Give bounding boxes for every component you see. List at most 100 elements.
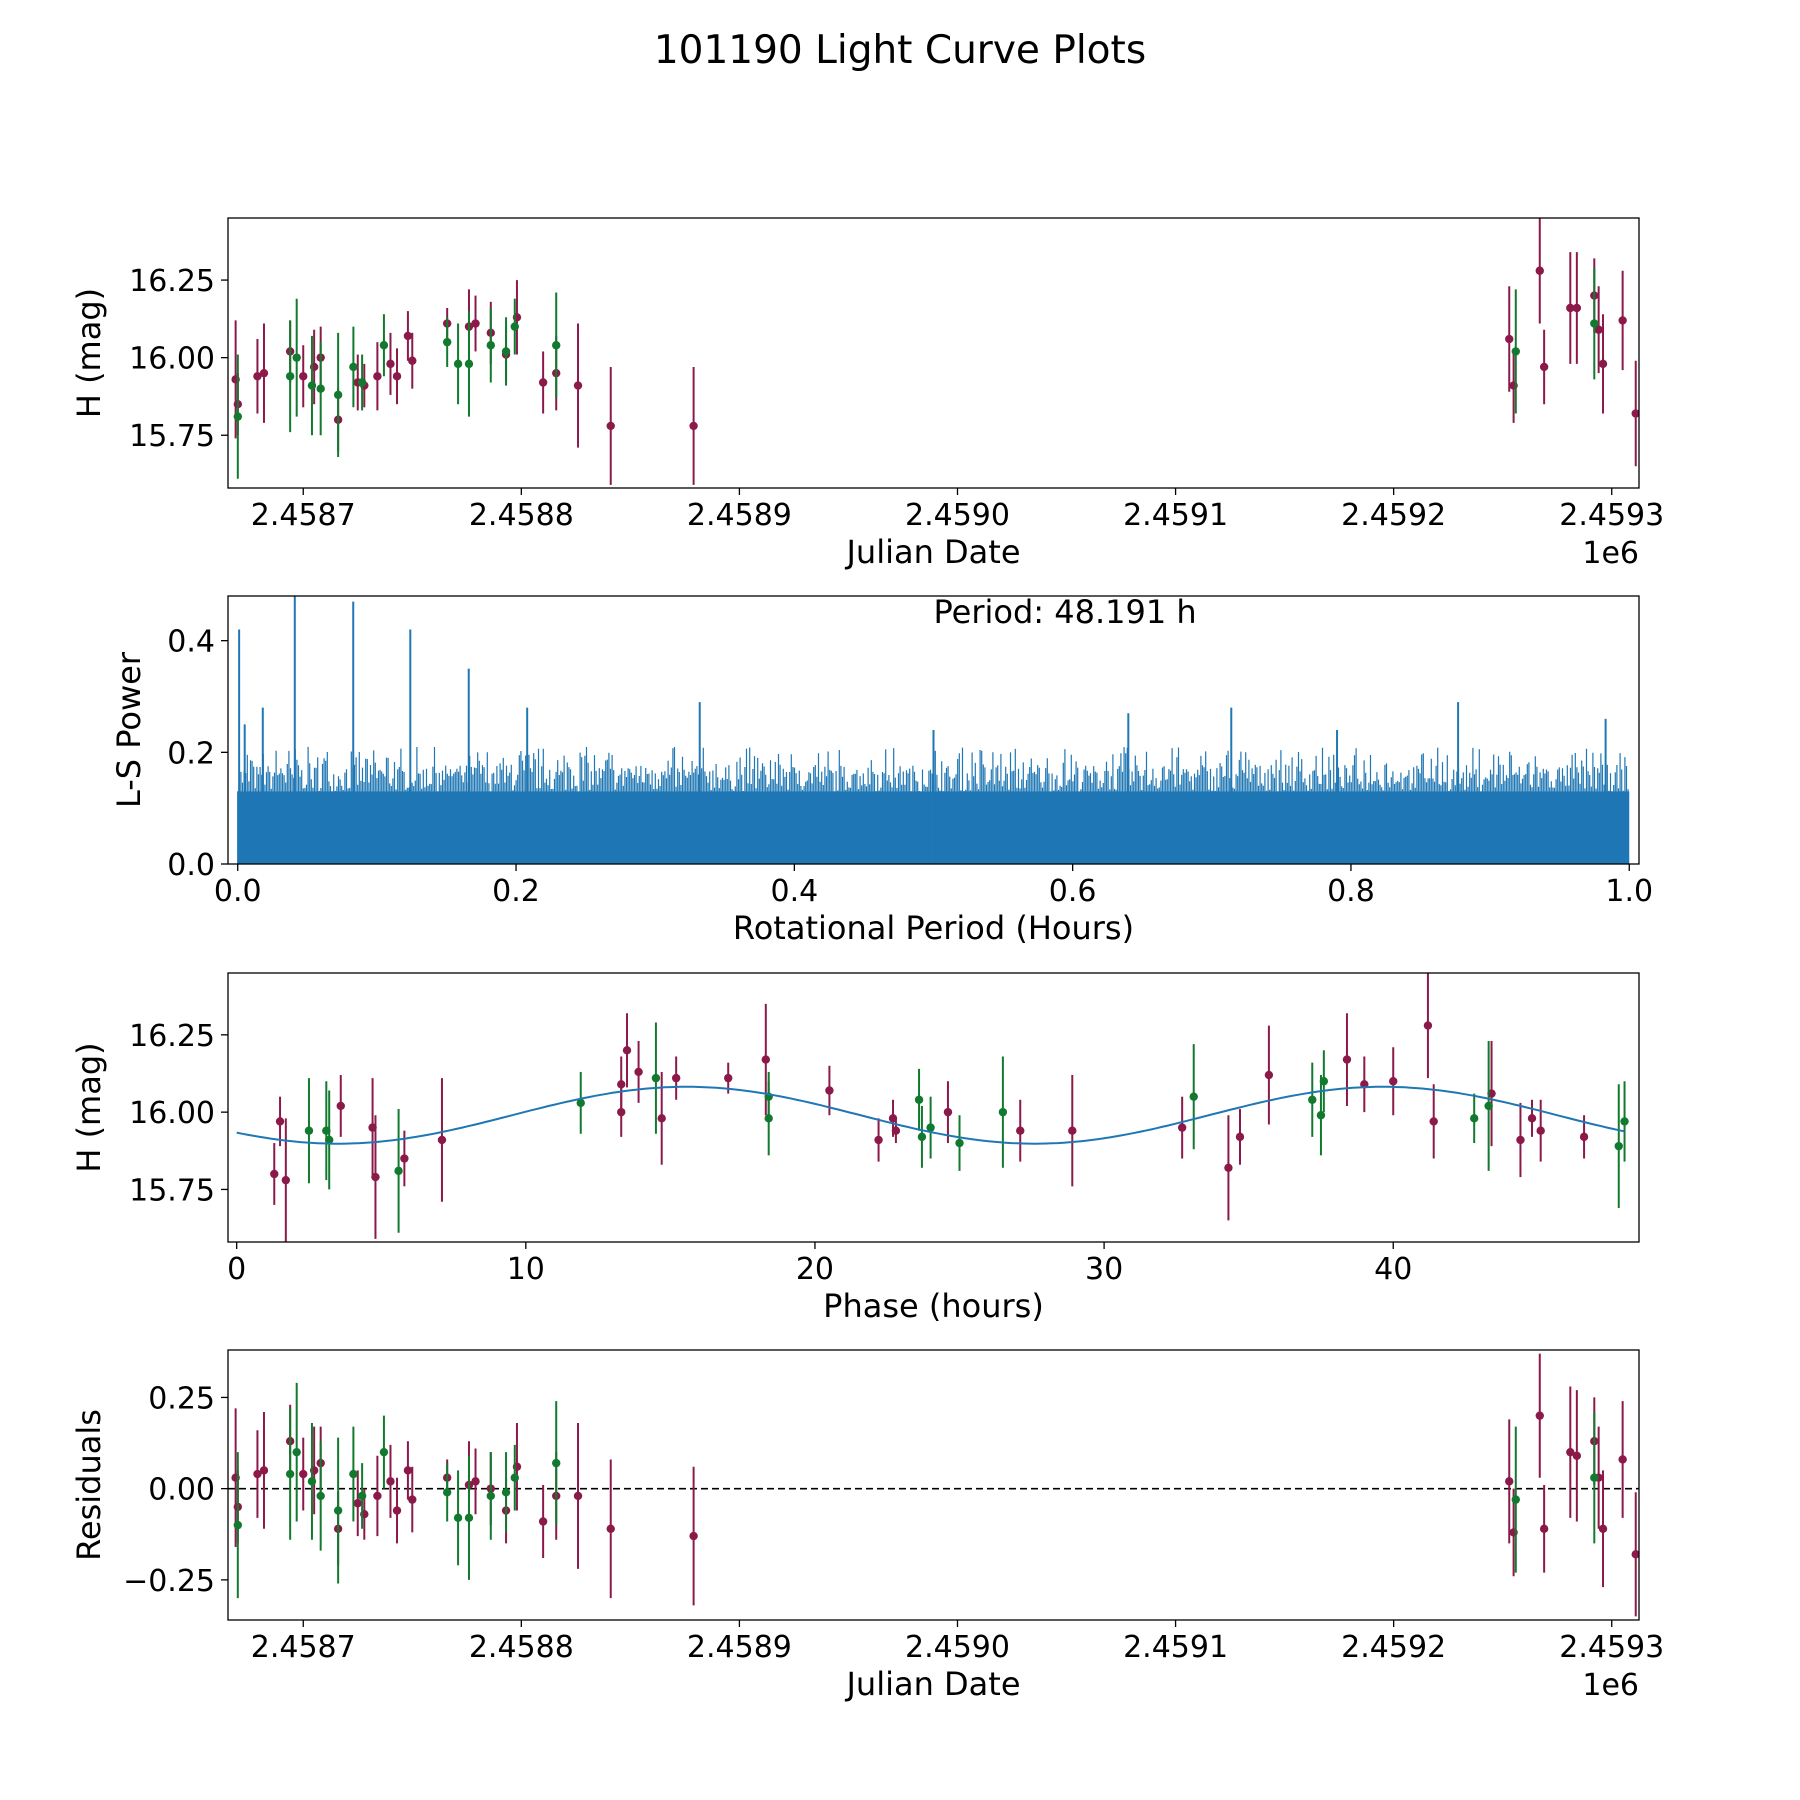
data-point xyxy=(307,381,317,390)
data-point xyxy=(1389,1077,1398,1086)
x-tick-label: 2.4589 xyxy=(687,1630,792,1665)
light-curve-panel: 2.4587 2.4588 2.4589 2.4590 2.4591 2.4592 2.45… xyxy=(70,217,1664,571)
data-point xyxy=(1631,1550,1639,1559)
data-point xyxy=(1429,1117,1438,1126)
data-point xyxy=(1620,1117,1629,1126)
x-tick-label: 0 xyxy=(227,1252,246,1287)
x-tick-label: 2.4588 xyxy=(469,1630,574,1665)
data-point xyxy=(349,1469,358,1479)
y-tick-label: 16.00 xyxy=(129,342,215,377)
x-axis-label: Julian Date xyxy=(844,533,1020,571)
data-point xyxy=(259,368,269,378)
x-axis-label: Julian Date xyxy=(844,1665,1020,1703)
y-axis-label: H (mag) xyxy=(70,288,108,418)
y-tick-label: 0.2 xyxy=(167,736,215,771)
data-point xyxy=(1068,1126,1077,1135)
data-points xyxy=(236,973,1629,1242)
data-point xyxy=(471,1477,480,1486)
data-point xyxy=(371,1172,380,1182)
data-point xyxy=(464,359,474,369)
x-tick-label: 0.6 xyxy=(1049,874,1097,909)
data-point xyxy=(1614,1141,1623,1151)
data-point xyxy=(1516,1135,1525,1145)
periodogram-spikes xyxy=(237,746,1629,864)
data-point xyxy=(761,1055,770,1064)
data-point xyxy=(379,1447,389,1457)
data-point xyxy=(333,390,343,400)
data-point xyxy=(576,1098,585,1108)
data-point xyxy=(1177,1123,1187,1132)
y-tick-label: 0.0 xyxy=(167,848,215,883)
x-tick-label: 2.4591 xyxy=(1123,498,1228,533)
x-tick-label: 2.4592 xyxy=(1341,1630,1446,1665)
data-point xyxy=(651,1073,661,1083)
axis-offset-label: 1e6 xyxy=(1582,1668,1639,1703)
phased-curve-panel: 0 10 20 30 40 15.75 16.00 16.25 Phase (hours) H (… xyxy=(70,972,1640,1325)
plot-frame xyxy=(227,595,1640,865)
data-point xyxy=(1631,409,1639,418)
data-point xyxy=(1423,1021,1433,1030)
data-point xyxy=(1189,1092,1198,1101)
x-tick-label: 2.4593 xyxy=(1559,1630,1664,1665)
data-point xyxy=(606,1524,615,1533)
data-point xyxy=(486,1491,495,1501)
y-tick-label: 16.25 xyxy=(129,1019,215,1054)
data-point xyxy=(891,1126,901,1135)
y-tick-label: 15.75 xyxy=(129,1173,215,1208)
periodogram-series xyxy=(237,596,1630,864)
data-point xyxy=(552,341,561,350)
x-axis-label: Rotational Period (Hours) xyxy=(733,909,1134,947)
data-point xyxy=(1572,1451,1582,1461)
y-tick-label: 16.25 xyxy=(129,264,215,299)
period-annotation: Period: 48.191 h xyxy=(934,593,1197,631)
x-tick-label: 20 xyxy=(796,1252,834,1287)
data-point xyxy=(606,421,615,431)
data-point xyxy=(943,1107,953,1117)
data-point xyxy=(1505,334,1514,344)
data-point xyxy=(573,1491,583,1501)
data-point xyxy=(955,1138,964,1148)
data-point xyxy=(689,421,698,431)
x-tick-label: 0.8 xyxy=(1327,874,1375,909)
data-point xyxy=(453,359,463,369)
data-point xyxy=(400,1154,409,1163)
y-axis-label: H (mag) xyxy=(70,1042,108,1172)
data-point xyxy=(1572,303,1582,313)
y-axis-label: L-S Power xyxy=(110,651,148,808)
data-point xyxy=(233,1520,243,1530)
data-point xyxy=(386,359,395,369)
x-tick-label: 40 xyxy=(1374,1252,1412,1287)
x-tick-label: 2.4591 xyxy=(1123,1630,1228,1665)
data-point xyxy=(1536,1126,1545,1135)
data-point xyxy=(1316,1111,1326,1120)
data-point xyxy=(357,378,367,387)
data-point xyxy=(373,372,382,381)
data-point xyxy=(316,384,325,393)
plot-frame xyxy=(227,1349,1640,1621)
data-point xyxy=(1308,1095,1317,1104)
y-tick-label: −0.25 xyxy=(123,1564,215,1599)
data-point xyxy=(403,331,413,341)
data-point xyxy=(1566,303,1575,313)
data-point xyxy=(617,1080,626,1089)
x-tick-label: 2.4587 xyxy=(251,498,356,533)
data-point xyxy=(538,1517,548,1526)
data-point xyxy=(510,1473,519,1482)
data-point xyxy=(386,1477,395,1486)
data-point xyxy=(552,1458,561,1468)
data-point xyxy=(689,1531,698,1541)
data-point xyxy=(1579,1132,1589,1142)
data-point xyxy=(1618,316,1627,325)
y-tick-label: 0.25 xyxy=(148,1381,215,1416)
data-point xyxy=(874,1135,883,1145)
data-point xyxy=(914,1095,924,1104)
data-point xyxy=(1566,1447,1575,1457)
data-point xyxy=(285,372,295,381)
data-point xyxy=(724,1073,733,1083)
data-point xyxy=(259,1466,269,1475)
data-point xyxy=(275,1117,285,1126)
x-tick-label: 1.0 xyxy=(1605,874,1653,909)
data-point xyxy=(349,362,358,372)
